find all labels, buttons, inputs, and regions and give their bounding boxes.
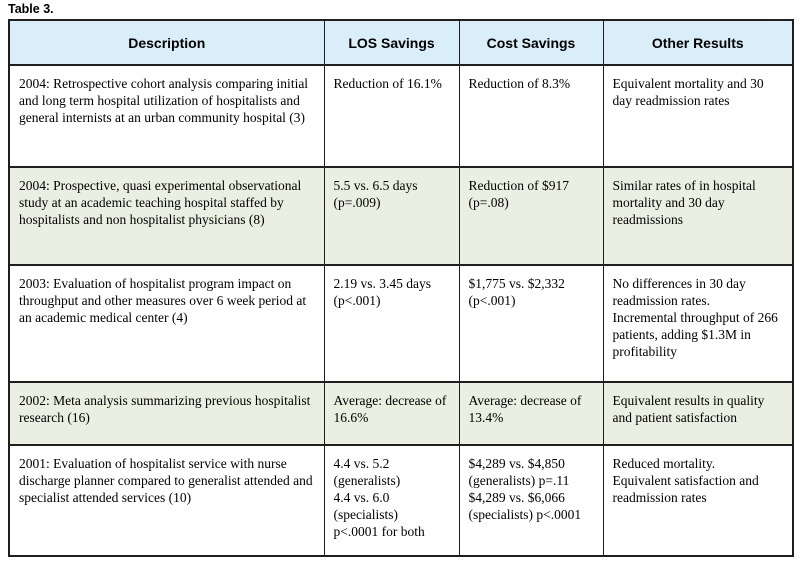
cell-cost-savings: $4,289 vs. $4,850 (generalists) p=.11 $4… xyxy=(458,444,604,557)
cell-description: 2004: Prospective, quasi experimental ob… xyxy=(8,166,325,266)
table-row-2004-retrospective: 2004: Retrospective cohort analysis comp… xyxy=(8,64,794,168)
cell-other-results: Similar rates of in hospital mortality a… xyxy=(602,166,794,266)
cell-cost-savings: Average: decrease of 13.4% xyxy=(458,381,604,446)
cell-cost-savings: Reduction of 8.3% xyxy=(458,64,604,168)
header-row: Description LOS Savings Cost Savings Oth… xyxy=(8,19,794,66)
column-header-other-results: Other Results xyxy=(602,19,794,66)
cell-cost-savings: Reduction of $917 (p=.08) xyxy=(458,166,604,266)
column-header-description: Description xyxy=(8,19,325,66)
cell-los-savings: 5.5 vs. 6.5 days (p=.009) xyxy=(323,166,460,266)
cell-los-savings: 4.4 vs. 5.2 (generalists) 4.4 vs. 6.0 (s… xyxy=(323,444,460,557)
cell-cost-savings: $1,775 vs. $2,332 (p<.001) xyxy=(458,264,604,383)
cell-other-results: Equivalent mortality and 30 day readmiss… xyxy=(602,64,794,168)
column-header-cost-savings: Cost Savings xyxy=(458,19,604,66)
study-results-table: Description LOS Savings Cost Savings Oth… xyxy=(8,19,794,557)
cell-los-savings: Average: decrease of 16.6% xyxy=(323,381,460,446)
table-row-2004-prospective: 2004: Prospective, quasi experimental ob… xyxy=(8,166,794,266)
cell-description: 2003: Evaluation of hospitalist program … xyxy=(8,264,325,383)
cell-description: 2004: Retrospective cohort analysis comp… xyxy=(8,64,325,168)
table-row-2002-meta-analysis: 2002: Meta analysis summarizing previous… xyxy=(8,381,794,446)
table-row-2003-evaluation: 2003: Evaluation of hospitalist program … xyxy=(8,264,794,383)
column-header-los-savings: LOS Savings xyxy=(323,19,460,66)
cell-other-results: Equivalent results in quality and patien… xyxy=(602,381,794,446)
cell-other-results: No differences in 30 day readmission rat… xyxy=(602,264,794,383)
table-title: Table 3. xyxy=(8,2,54,16)
cell-description: 2002: Meta analysis summarizing previous… xyxy=(8,381,325,446)
cell-other-results: Reduced mortality. Equivalent satisfacti… xyxy=(602,444,794,557)
cell-los-savings: Reduction of 16.1% xyxy=(323,64,460,168)
cell-description: 2001: Evaluation of hospitalist service … xyxy=(8,444,325,557)
table-row-2001-evaluation: 2001: Evaluation of hospitalist service … xyxy=(8,444,794,557)
cell-los-savings: 2.19 vs. 3.45 days (p<.001) xyxy=(323,264,460,383)
